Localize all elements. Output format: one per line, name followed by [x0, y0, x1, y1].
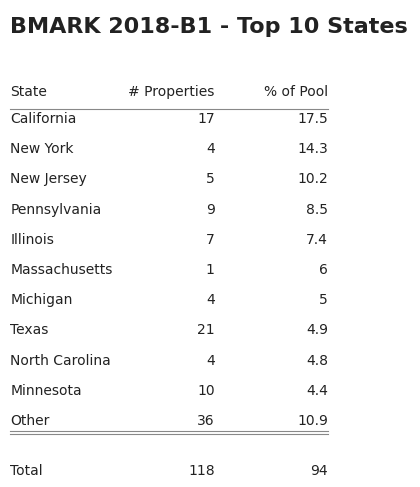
- Text: California: California: [10, 112, 76, 126]
- Text: 8.5: 8.5: [306, 203, 328, 217]
- Text: 4: 4: [206, 293, 215, 307]
- Text: % of Pool: % of Pool: [264, 85, 328, 99]
- Text: 5: 5: [206, 172, 215, 187]
- Text: New Jersey: New Jersey: [10, 172, 87, 187]
- Text: Texas: Texas: [10, 323, 49, 337]
- Text: 17.5: 17.5: [297, 112, 328, 126]
- Text: Illinois: Illinois: [10, 233, 54, 247]
- Text: 5: 5: [319, 293, 328, 307]
- Text: New York: New York: [10, 142, 74, 156]
- Text: 17: 17: [197, 112, 215, 126]
- Text: 4: 4: [206, 354, 215, 368]
- Text: 94: 94: [310, 464, 328, 478]
- Text: 14.3: 14.3: [297, 142, 328, 156]
- Text: 1: 1: [206, 263, 215, 277]
- Text: Minnesota: Minnesota: [10, 384, 82, 398]
- Text: 36: 36: [197, 414, 215, 428]
- Text: # Properties: # Properties: [128, 85, 215, 99]
- Text: Michigan: Michigan: [10, 293, 73, 307]
- Text: 4: 4: [206, 142, 215, 156]
- Text: 4.8: 4.8: [306, 354, 328, 368]
- Text: 4.4: 4.4: [306, 384, 328, 398]
- Text: 6: 6: [319, 263, 328, 277]
- Text: BMARK 2018-B1 - Top 10 States: BMARK 2018-B1 - Top 10 States: [10, 17, 408, 37]
- Text: 10.2: 10.2: [297, 172, 328, 187]
- Text: North Carolina: North Carolina: [10, 354, 111, 368]
- Text: 7.4: 7.4: [306, 233, 328, 247]
- Text: 4.9: 4.9: [306, 323, 328, 337]
- Text: 10.9: 10.9: [297, 414, 328, 428]
- Text: Other: Other: [10, 414, 50, 428]
- Text: 21: 21: [197, 323, 215, 337]
- Text: Total: Total: [10, 464, 43, 478]
- Text: Pennsylvania: Pennsylvania: [10, 203, 101, 217]
- Text: 10: 10: [197, 384, 215, 398]
- Text: 9: 9: [206, 203, 215, 217]
- Text: 7: 7: [206, 233, 215, 247]
- Text: Massachusetts: Massachusetts: [10, 263, 113, 277]
- Text: State: State: [10, 85, 47, 99]
- Text: 118: 118: [188, 464, 215, 478]
